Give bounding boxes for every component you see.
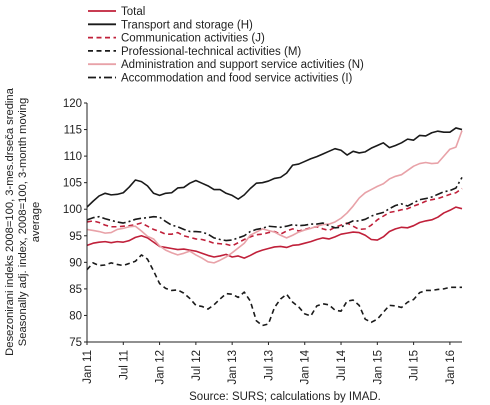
y-tick-label: 75 — [69, 337, 82, 349]
series-line-professional-technical-activities — [86, 254, 462, 327]
y-tick-label: 105 — [63, 178, 82, 190]
x-tick-label: Jan 12 — [155, 350, 167, 385]
series-line-administration-and-support-service-activities — [86, 130, 463, 264]
series-line-communication-activities — [86, 187, 463, 247]
y-tick-label: 80 — [69, 310, 82, 322]
plot-area: 75 80 85 90 95 100 105 110 115 120 Jan 11 Jul 11 Jan… — [63, 98, 463, 385]
x-tick-label: Jul 13 — [263, 350, 275, 381]
x-tick-label: Jan 11 — [82, 350, 94, 384]
legend-item-transport-and-storage: Transport and storage (H) — [88, 19, 253, 31]
y-tick-label: 115 — [64, 125, 82, 137]
legend-label: Total — [121, 6, 145, 18]
x-tick-label: Jul 15 — [409, 350, 421, 381]
x-tick-label: Jan 14 — [300, 349, 312, 384]
legend-item-total: Total — [88, 6, 145, 18]
x-tick-label: Jul 12 — [191, 350, 203, 381]
y-tick-label: 95 — [69, 231, 82, 243]
y-tick-label: 110 — [64, 151, 82, 163]
y-tick-label: 85 — [69, 284, 82, 296]
x-tick-label: Jan 16 — [445, 350, 457, 385]
legend-item-communication-activities: Communication activities (J) — [88, 33, 265, 45]
y-tick-label: 120 — [63, 98, 82, 110]
legend-item-accommodation-and-food-service-activities: Accommodation and food service activitie… — [88, 73, 353, 85]
x-tick-label: Jul 14 — [336, 349, 348, 380]
y-tick-label: 100 — [63, 204, 82, 216]
series-line-total — [86, 206, 463, 259]
y-axis-title-line: Seasonally adj. index, 2008=100, 3-month… — [17, 98, 29, 346]
series-line-accommodation-and-food-service-activities — [86, 176, 463, 242]
legend-label: Accommodation and food service activitie… — [121, 73, 353, 85]
y-axis-title-line: Desezonirani indeks 2008=100, 3-mes.drse… — [4, 87, 16, 356]
x-tick-label: Jul 11 — [118, 350, 130, 380]
y-axis-title-line: average — [30, 202, 42, 242]
series-layer — [86, 127, 463, 327]
legend-label: Communication activities (J) — [121, 33, 265, 45]
x-tick-label: Jan 13 — [227, 350, 239, 385]
legend-label: Professional-technical activities (M) — [121, 46, 301, 58]
legend-item-administration-and-support-service-activities: Administration and support service activ… — [88, 59, 364, 71]
y-axis-title: Desezonirani indeks 2008=100, 3-mes.drse… — [4, 87, 42, 356]
series-line-transport-and-storage — [86, 127, 463, 208]
axes: 75 80 85 90 95 100 105 110 115 120 Jan 11 Jul 11 Jan… — [63, 98, 462, 385]
source-note: Source: SURS; calculations by IMAD. — [189, 391, 381, 403]
legend-item-professional-technical-activities: Professional-technical activities (M) — [88, 46, 301, 58]
legend-label: Transport and storage (H) — [121, 19, 253, 31]
y-tick-label: 90 — [69, 257, 82, 269]
legend-label: Administration and support service activ… — [121, 59, 364, 71]
x-tick-label: Jan 15 — [372, 350, 384, 385]
